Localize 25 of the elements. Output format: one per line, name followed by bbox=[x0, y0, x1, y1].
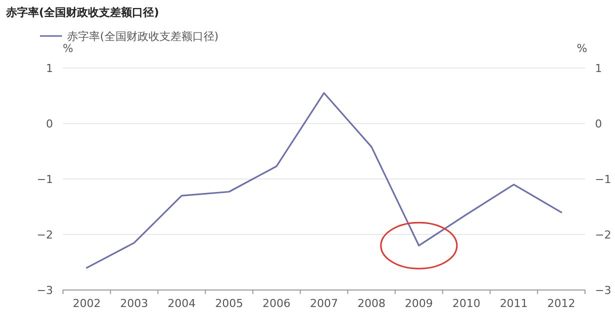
x-tick-label: 2005 bbox=[215, 297, 244, 310]
y-tick-label: −2 bbox=[36, 228, 53, 242]
y-axis-title: % bbox=[62, 42, 74, 55]
legend-label: 赤字率(全国财政收支差额口径) bbox=[67, 30, 219, 43]
y-tick-label: −3 bbox=[36, 284, 53, 297]
x-tick-label: 2009 bbox=[404, 297, 433, 310]
y2-tick-label: −1 bbox=[595, 173, 612, 186]
x-tick-label: 2007 bbox=[310, 297, 338, 310]
y-tick-label: −1 bbox=[36, 173, 53, 186]
y2-axis-title: % bbox=[576, 42, 588, 55]
y-tick-label: 1 bbox=[46, 62, 53, 75]
x-tick-label: 2011 bbox=[500, 297, 528, 310]
x-tick-label: 2006 bbox=[262, 297, 291, 310]
x-tick-label: 2002 bbox=[72, 297, 101, 310]
y2-tick-label: 1 bbox=[595, 62, 602, 75]
x-tick-label: 2004 bbox=[168, 297, 196, 310]
x-tick-label: 2008 bbox=[357, 297, 386, 310]
x-tick-label: 2010 bbox=[452, 297, 480, 310]
y2-tick-label: −3 bbox=[595, 284, 612, 297]
y-tick-label: 0 bbox=[46, 118, 53, 130]
x-tick-label: 2003 bbox=[120, 297, 148, 310]
chart-title: 赤字率(全国财政收支差额口径) bbox=[5, 6, 160, 19]
y2-tick-label: −2 bbox=[595, 228, 612, 242]
y2-tick-label: 0 bbox=[595, 118, 602, 130]
x-tick-label: 2012 bbox=[547, 297, 576, 310]
